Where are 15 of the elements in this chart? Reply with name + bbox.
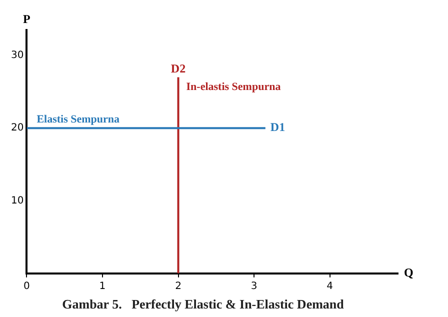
- y-axis-title: P: [23, 12, 30, 26]
- x-tick-label: 3: [250, 280, 258, 292]
- x-tick-label: 4: [326, 280, 333, 292]
- y-tick-label: 10: [10, 195, 24, 206]
- series-label: D2: [170, 61, 186, 76]
- series-label: D1: [270, 120, 286, 134]
- x-tick-label: 1: [99, 280, 106, 292]
- x-tick-label: 2: [175, 280, 182, 292]
- x-tick-label: 0: [24, 280, 30, 292]
- y-tick-label: 20: [10, 122, 24, 134]
- text: Gambar 5. Perfectly Elastic & In-Elastic Demand: [62, 296, 345, 312]
- y-tick-label: 30: [10, 50, 24, 62]
- x-axis-title: Q: [404, 265, 414, 280]
- annotation: Elastis Sempurna: [36, 113, 120, 126]
- annotation: In-elastis Sempurna: [186, 81, 282, 94]
